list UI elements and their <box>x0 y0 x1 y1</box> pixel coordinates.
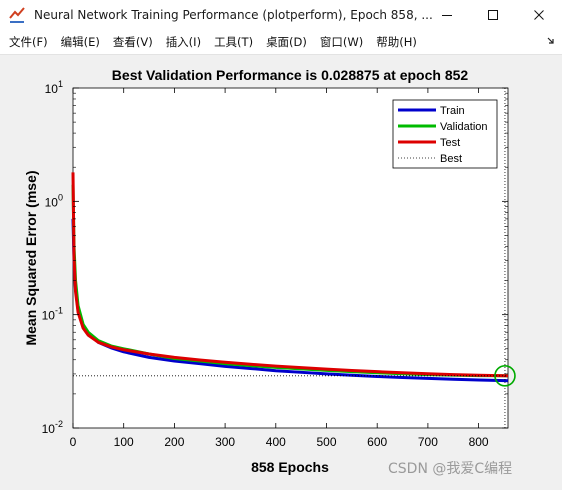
legend-label-test: Test <box>440 137 460 149</box>
x-tick-label: 300 <box>215 435 235 449</box>
matlab-figure-icon <box>9 7 25 23</box>
y-tick-label: 10-1 <box>42 306 63 323</box>
close-button[interactable] <box>516 0 562 30</box>
legend-label-train: Train <box>440 105 465 117</box>
y-axis-label: Mean Squared Error (mse) <box>23 170 39 345</box>
menu-help[interactable]: 帮助(H) <box>376 35 417 49</box>
x-axis-label: 858 Epochs <box>251 459 329 475</box>
chart-title: Best Validation Performance is 0.028875 … <box>112 67 469 83</box>
x-tick-label: 200 <box>164 435 184 449</box>
dock-arrow-icon[interactable] <box>546 36 556 46</box>
title-bar: Neural Network Training Performance (plo… <box>0 0 562 30</box>
legend: Train Validation Test Best <box>392 99 498 169</box>
maximize-icon <box>488 10 498 20</box>
menu-edit[interactable]: 编辑(E) <box>60 35 100 49</box>
y-axis-ticks: 10-2 10-1 100 101 <box>42 79 508 436</box>
minimize-button[interactable] <box>424 0 470 30</box>
x-tick-label: 600 <box>367 435 387 449</box>
x-tick-label: 400 <box>266 435 286 449</box>
menu-window[interactable]: 窗口(W) <box>319 35 364 49</box>
menu-bar: 文件(F) 编辑(E) 查看(V) 插入(I) 工具(T) 桌面(D) 窗口(W… <box>0 30 562 55</box>
menu-tools[interactable]: 工具(T) <box>214 35 254 49</box>
x-axis-ticks: 0 100 200 300 400 500 600 700 800 <box>70 88 489 449</box>
menu-insert[interactable]: 插入(I) <box>165 35 202 49</box>
legend-label-validation: Validation <box>440 121 488 133</box>
minimize-icon <box>442 15 452 16</box>
performance-chart: Best Validation Performance is 0.028875 … <box>23 67 516 475</box>
series-layer <box>71 172 509 383</box>
y-tick-label: 101 <box>45 79 63 96</box>
series-line-test <box>71 172 509 378</box>
x-tick-label: 700 <box>418 435 438 449</box>
menu-file[interactable]: 文件(F) <box>9 35 48 49</box>
x-tick-label: 100 <box>114 435 134 449</box>
x-tick-label: 800 <box>469 435 489 449</box>
best-point-marker <box>494 365 516 387</box>
x-tick-label: 0 <box>70 435 77 449</box>
maximize-button[interactable] <box>470 0 516 30</box>
window-title: Neural Network Training Performance (plo… <box>34 8 433 22</box>
menu-view[interactable]: 查看(V) <box>112 35 153 49</box>
best-markers <box>73 88 516 428</box>
close-icon <box>534 10 544 20</box>
watermark-text: CSDN @我爱C编程 <box>388 461 513 477</box>
menu-desktop[interactable]: 桌面(D) <box>266 35 307 49</box>
y-tick-label: 10-2 <box>42 419 63 436</box>
legend-label-best: Best <box>440 153 462 165</box>
y-tick-label: 100 <box>45 192 63 209</box>
figure-canvas: Best Validation Performance is 0.028875 … <box>0 55 562 486</box>
x-tick-label: 500 <box>316 435 336 449</box>
